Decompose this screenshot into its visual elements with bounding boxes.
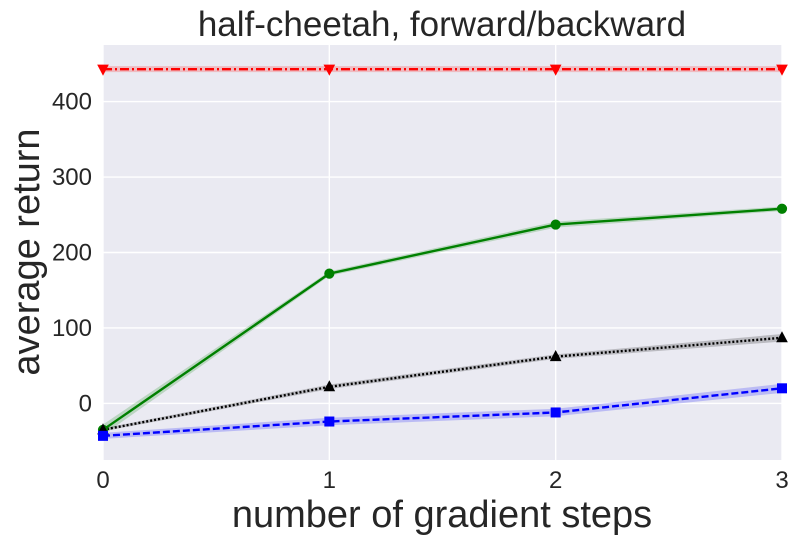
series-markers bbox=[97, 64, 788, 441]
x-tick-label: 1 bbox=[323, 467, 336, 494]
chart-title: half-cheetah, forward/backward bbox=[198, 5, 686, 44]
series-marker bbox=[777, 383, 787, 394]
series-marker bbox=[98, 430, 108, 441]
series-lines bbox=[102, 67, 783, 438]
series-marker bbox=[97, 64, 109, 76]
series-marker bbox=[323, 64, 336, 76]
y-tick-label: 300 bbox=[52, 164, 92, 191]
y-tick-label: 400 bbox=[52, 89, 92, 116]
series-band bbox=[103, 66, 782, 73]
series-marker bbox=[549, 64, 562, 76]
series-line bbox=[102, 207, 783, 431]
y-tick-label: 200 bbox=[52, 240, 92, 267]
series-marker bbox=[550, 407, 561, 418]
y-tick-labels: 0 100 200 300 400 bbox=[52, 89, 92, 418]
series-marker bbox=[323, 380, 336, 392]
x-tick-labels: 0 1 2 3 bbox=[96, 467, 788, 494]
y-axis-label: average return bbox=[6, 128, 48, 375]
series-marker bbox=[324, 268, 335, 279]
y-tick-label: 0 bbox=[79, 390, 92, 417]
y-tick-label: 100 bbox=[52, 315, 92, 342]
x-axis-label: number of gradient steps bbox=[232, 494, 652, 536]
series-marker bbox=[549, 350, 562, 362]
series-marker bbox=[776, 64, 788, 76]
series-line bbox=[102, 336, 783, 431]
x-tick-label: 2 bbox=[549, 467, 562, 494]
x-tick-label: 3 bbox=[775, 467, 788, 494]
grid bbox=[102, 45, 783, 460]
series-marker bbox=[776, 331, 788, 343]
series-line bbox=[102, 387, 783, 438]
x-tick-label: 0 bbox=[96, 467, 109, 494]
series-marker bbox=[324, 416, 335, 427]
series-marker bbox=[776, 203, 788, 214]
series-marker bbox=[550, 219, 561, 230]
